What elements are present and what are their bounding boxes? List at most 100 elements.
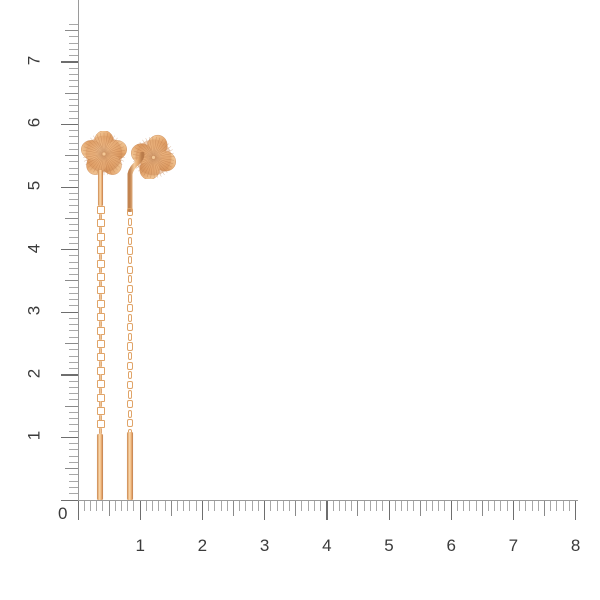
horizontal-tick <box>145 501 147 511</box>
chain-link <box>96 407 105 415</box>
vertical-tick <box>69 317 78 319</box>
vertical-tick <box>69 23 78 25</box>
horizontal-tick <box>432 501 434 511</box>
horizontal-ruler-label: 6 <box>446 536 456 555</box>
horizontal-tick <box>264 501 266 520</box>
vertical-tick <box>69 167 78 169</box>
vertical-tick <box>61 61 78 63</box>
vertical-tick <box>69 199 78 201</box>
vertical-tick <box>69 136 78 138</box>
vertical-tick <box>69 361 78 363</box>
horizontal-tick <box>394 501 396 511</box>
vertical-tick <box>69 130 78 132</box>
horizontal-tick <box>419 501 421 516</box>
horizontal-tick <box>469 501 471 511</box>
bottom-bar-right <box>127 432 133 500</box>
horizontal-axis-line <box>78 500 578 501</box>
horizontal-tick <box>568 501 570 511</box>
vertical-tick <box>65 468 78 470</box>
vertical-tick <box>69 261 78 263</box>
vertical-tick <box>69 455 78 457</box>
horizontal-tick <box>438 501 440 511</box>
chain-joint <box>99 240 102 247</box>
vertical-tick <box>69 148 78 150</box>
horizontal-tick <box>531 501 533 511</box>
vertical-axis-line <box>78 0 79 500</box>
chain-link <box>128 294 132 303</box>
horizontal-tick <box>276 501 278 511</box>
bottom-bar-left <box>97 434 103 500</box>
vertical-tick <box>69 274 78 276</box>
chain-joint <box>99 280 102 287</box>
vertical-tick <box>69 386 78 388</box>
vertical-tick <box>69 336 78 338</box>
chain-joint <box>99 253 102 261</box>
chain-link <box>127 246 133 255</box>
horizontal-ruler-label: 4 <box>322 536 332 555</box>
vertical-tick <box>65 30 78 31</box>
horizontal-tick <box>89 501 91 511</box>
horizontal-tick <box>444 501 446 511</box>
horizontal-tick <box>425 501 427 511</box>
horizontal-tick <box>550 501 552 511</box>
vertical-tick <box>61 123 78 126</box>
chain-link <box>128 256 132 265</box>
horizontal-ruler-label: 5 <box>384 536 394 555</box>
horizontal-tick <box>114 501 116 511</box>
chain-joint <box>99 267 102 274</box>
vertical-ruler-label: 5 <box>24 180 44 191</box>
horizontal-tick <box>320 501 322 511</box>
chain-joint <box>99 427 102 435</box>
chain-joint <box>99 334 102 341</box>
chain-joint <box>99 414 102 421</box>
horizontal-tick <box>338 501 340 511</box>
horizontal-tick <box>506 501 508 511</box>
vertical-tick <box>69 474 78 476</box>
horizontal-ruler-label: 3 <box>259 536 270 555</box>
horizontal-tick <box>475 501 477 511</box>
horizontal-tick <box>208 501 210 511</box>
horizontal-tick <box>481 501 483 516</box>
vertical-tick <box>69 493 78 495</box>
vertical-tick <box>69 449 78 451</box>
horizontal-tick <box>326 501 328 520</box>
horizontal-tick <box>133 501 135 511</box>
horizontal-tick <box>295 501 297 516</box>
horizontal-tick <box>575 501 577 520</box>
chain-link <box>96 340 105 348</box>
horizontal-tick <box>233 501 234 516</box>
horizontal-tick <box>251 501 253 511</box>
horizontal-tick <box>307 501 309 511</box>
vertical-ruler-label: 1 <box>24 431 44 441</box>
horizontal-tick <box>127 501 129 511</box>
chain-link <box>128 236 132 245</box>
vertical-tick <box>69 205 78 207</box>
vertical-tick <box>69 480 78 482</box>
vertical-tick <box>69 173 78 175</box>
vertical-tick <box>69 211 78 213</box>
horizontal-tick <box>488 501 490 511</box>
vertical-tick <box>69 48 78 50</box>
horizontal-tick <box>313 501 315 511</box>
vertical-tick <box>69 161 78 163</box>
chain-joint <box>99 307 102 314</box>
horizontal-tick <box>170 501 172 516</box>
vertical-tick <box>69 236 78 238</box>
horizontal-tick <box>108 501 110 516</box>
vertical-tick <box>69 299 78 301</box>
horizontal-tick <box>344 501 346 511</box>
vertical-ruler-label: 6 <box>24 118 44 128</box>
chain-link <box>96 273 105 281</box>
vertical-tick <box>69 461 78 463</box>
horizontal-tick <box>525 501 527 511</box>
chain-joint <box>99 320 102 328</box>
horizontal-tick <box>282 501 284 511</box>
horizontal-tick <box>83 501 85 511</box>
vertical-tick <box>69 42 78 44</box>
vertical-tick <box>69 73 78 75</box>
chain-joint <box>99 226 102 234</box>
horizontal-tick <box>357 501 359 516</box>
chain-link <box>128 217 132 226</box>
horizontal-tick <box>96 501 98 511</box>
